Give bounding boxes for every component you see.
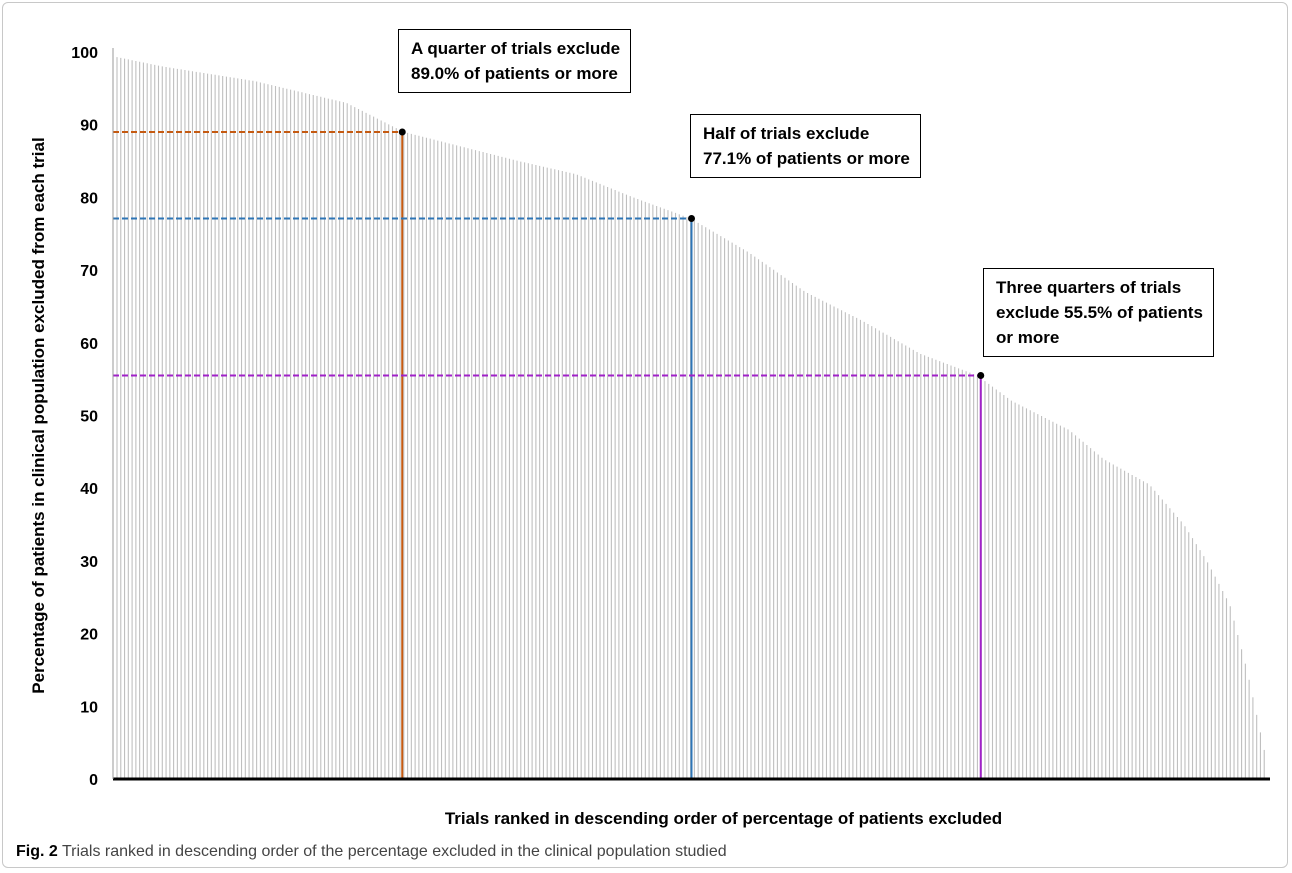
y-tick-label: 0 (89, 772, 98, 789)
y-axis-title: Percentage of patients in clinical popul… (29, 137, 48, 693)
caption-label: Fig. 2 (16, 843, 58, 860)
reference-point-1 (688, 214, 695, 222)
y-tick-label: 50 (80, 409, 98, 426)
y-tick-label: 40 (80, 481, 98, 498)
annotation-half: Half of trials exclude 77.1% of patients… (690, 114, 921, 178)
y-tick-label: 10 (80, 699, 98, 716)
y-tick-labels: 0 10 20 30 40 50 60 70 80 90 100 (71, 45, 98, 789)
annotation-three-quarters: Three quarters of trials exclude 55.5% o… (983, 268, 1214, 357)
figure-caption: Fig. 2 Trials ranked in descending order… (16, 843, 727, 861)
y-tick-label: 30 (80, 554, 98, 571)
axes-group (112, 48, 1270, 781)
y-tick-label: 80 (80, 190, 98, 207)
caption-text: Trials ranked in descending order of the… (57, 843, 727, 860)
y-tick-label: 70 (80, 263, 98, 280)
y-tick-label: 90 (80, 118, 98, 135)
annotation-quarter: A quarter of trials exclude 89.0% of pat… (398, 29, 632, 93)
reference-lines (113, 128, 985, 779)
reference-point-2 (977, 372, 985, 380)
x-axis-title: Trials ranked in descending order of per… (445, 809, 1002, 828)
y-tick-label: 100 (71, 45, 98, 62)
y-tick-label: 60 (80, 336, 98, 353)
y-tick-label: 20 (80, 627, 98, 644)
bars-group (116, 57, 1265, 779)
reference-point-0 (398, 128, 406, 136)
